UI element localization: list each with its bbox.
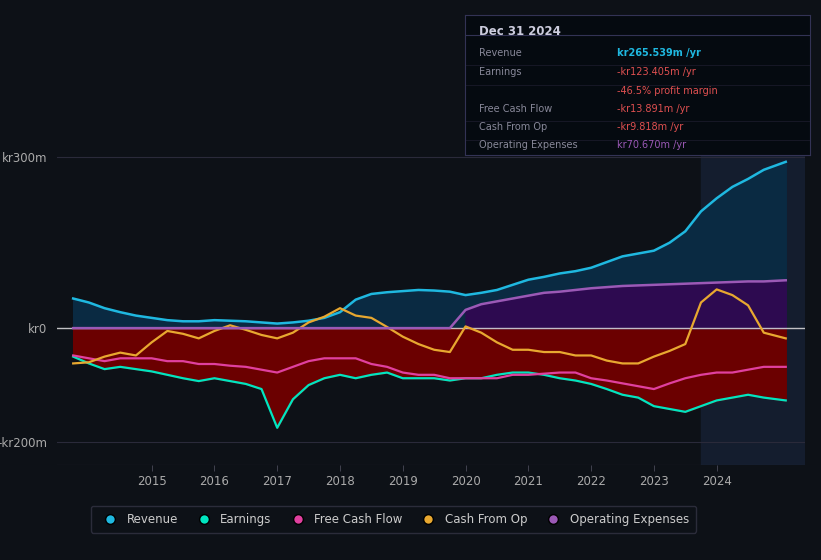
Text: -kr123.405m /yr: -kr123.405m /yr (617, 67, 695, 77)
Text: -kr9.818m /yr: -kr9.818m /yr (617, 122, 683, 132)
Text: Free Cash Flow: Free Cash Flow (479, 104, 552, 114)
Text: Revenue: Revenue (479, 48, 521, 58)
Text: Cash From Op: Cash From Op (479, 122, 547, 132)
Text: Dec 31 2024: Dec 31 2024 (479, 25, 561, 38)
Legend: Revenue, Earnings, Free Cash Flow, Cash From Op, Operating Expenses: Revenue, Earnings, Free Cash Flow, Cash … (91, 506, 696, 533)
Bar (701, 129, 821, 465)
Text: kr70.670m /yr: kr70.670m /yr (617, 140, 686, 150)
Text: -kr13.891m /yr: -kr13.891m /yr (617, 104, 689, 114)
Text: Earnings: Earnings (479, 67, 521, 77)
Text: -46.5% profit margin: -46.5% profit margin (617, 86, 718, 96)
Text: kr265.539m /yr: kr265.539m /yr (617, 48, 700, 58)
Text: Operating Expenses: Operating Expenses (479, 140, 577, 150)
